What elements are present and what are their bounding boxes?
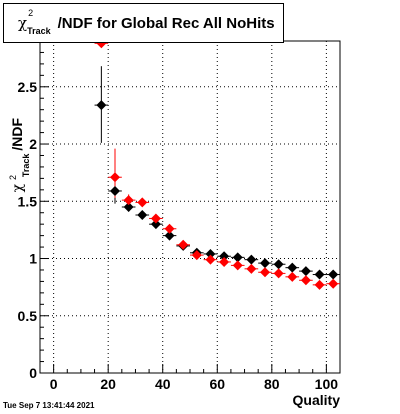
data-point-marker bbox=[123, 195, 134, 206]
title-subscript: Track bbox=[27, 26, 51, 36]
grid-lines bbox=[40, 41, 340, 374]
data-point-marker bbox=[219, 256, 230, 267]
y-tick-label: 1 bbox=[29, 251, 37, 267]
data-point-marker bbox=[273, 259, 284, 270]
data-point-marker bbox=[178, 239, 189, 250]
data-point-marker bbox=[164, 230, 175, 241]
data-point-marker bbox=[150, 219, 161, 230]
data-point-marker bbox=[96, 100, 107, 111]
data-point-marker bbox=[205, 248, 216, 259]
tick-labels: 0 20 40 60 80 100 0 0.5 1 1.5 2 2.5 bbox=[18, 79, 339, 392]
x-tick-label: 60 bbox=[209, 376, 225, 392]
data-point-marker bbox=[314, 279, 325, 290]
x-tick-label: 80 bbox=[264, 376, 280, 392]
y-axis-title-text: /NDF bbox=[9, 118, 25, 151]
data-point-marker bbox=[232, 260, 243, 271]
y-axis-title-superscript: 2 bbox=[8, 175, 18, 180]
y-tick-label: 0 bbox=[29, 365, 37, 381]
data-point-marker bbox=[300, 275, 311, 286]
data-point-marker bbox=[246, 263, 257, 274]
svg-text:χ 2 Track /N: χ 2 Track /NDF bbox=[3, 118, 32, 193]
y-axis-title-subscript: Track bbox=[21, 153, 31, 178]
chart-title: χ2 Track/NDF for Global Rec All NoHits bbox=[18, 8, 275, 36]
x-axis-title: Quality bbox=[293, 392, 341, 408]
y-tick-label: 2.5 bbox=[18, 79, 38, 95]
data-point-marker bbox=[205, 254, 216, 265]
title-box: χ2 Track/NDF for Global Rec All NoHits bbox=[3, 3, 284, 43]
data-point-marker bbox=[137, 210, 148, 221]
data-point-marker bbox=[137, 197, 148, 208]
y-tick-label: 1.5 bbox=[18, 193, 38, 209]
data-point-marker bbox=[287, 271, 298, 282]
data-point-marker bbox=[314, 269, 325, 280]
title-text: /NDF for Global Rec All NoHits bbox=[57, 15, 275, 32]
data-point-marker bbox=[328, 278, 339, 289]
data-point-marker bbox=[110, 185, 120, 196]
plot-frame bbox=[39, 40, 341, 374]
data-point-marker bbox=[150, 213, 161, 224]
data-point-marker bbox=[219, 251, 230, 262]
data-point-marker bbox=[191, 250, 202, 261]
y-axis-title: χ 2 Track /NDF bbox=[3, 118, 32, 193]
data-point-marker bbox=[260, 267, 270, 278]
x-tick-label: 20 bbox=[100, 376, 116, 392]
data-point-marker bbox=[123, 202, 134, 212]
data-point-marker bbox=[300, 266, 311, 277]
y-axis-title-symbol: χ bbox=[10, 183, 26, 192]
data-point-marker bbox=[164, 223, 175, 234]
x-tick-label: 40 bbox=[155, 376, 171, 392]
title-symbol: χ bbox=[18, 14, 28, 32]
data-point-marker bbox=[260, 258, 270, 269]
data-point-marker bbox=[246, 254, 257, 265]
data-point-marker bbox=[232, 252, 243, 263]
data-point-marker bbox=[328, 269, 339, 280]
y-tick-label: 0.5 bbox=[18, 308, 38, 324]
axis-ticks bbox=[39, 40, 341, 374]
x-tick-label: 0 bbox=[50, 376, 58, 392]
title-superscript: 2 bbox=[28, 8, 34, 18]
date-stamp: Tue Sep 7 13:41:44 2021 bbox=[3, 401, 95, 410]
x-tick-label: 100 bbox=[315, 376, 339, 392]
data-point-marker bbox=[110, 172, 120, 183]
data-point-marker bbox=[273, 268, 284, 279]
y-tick-label: 2 bbox=[29, 136, 37, 152]
data-point-marker bbox=[287, 262, 298, 273]
